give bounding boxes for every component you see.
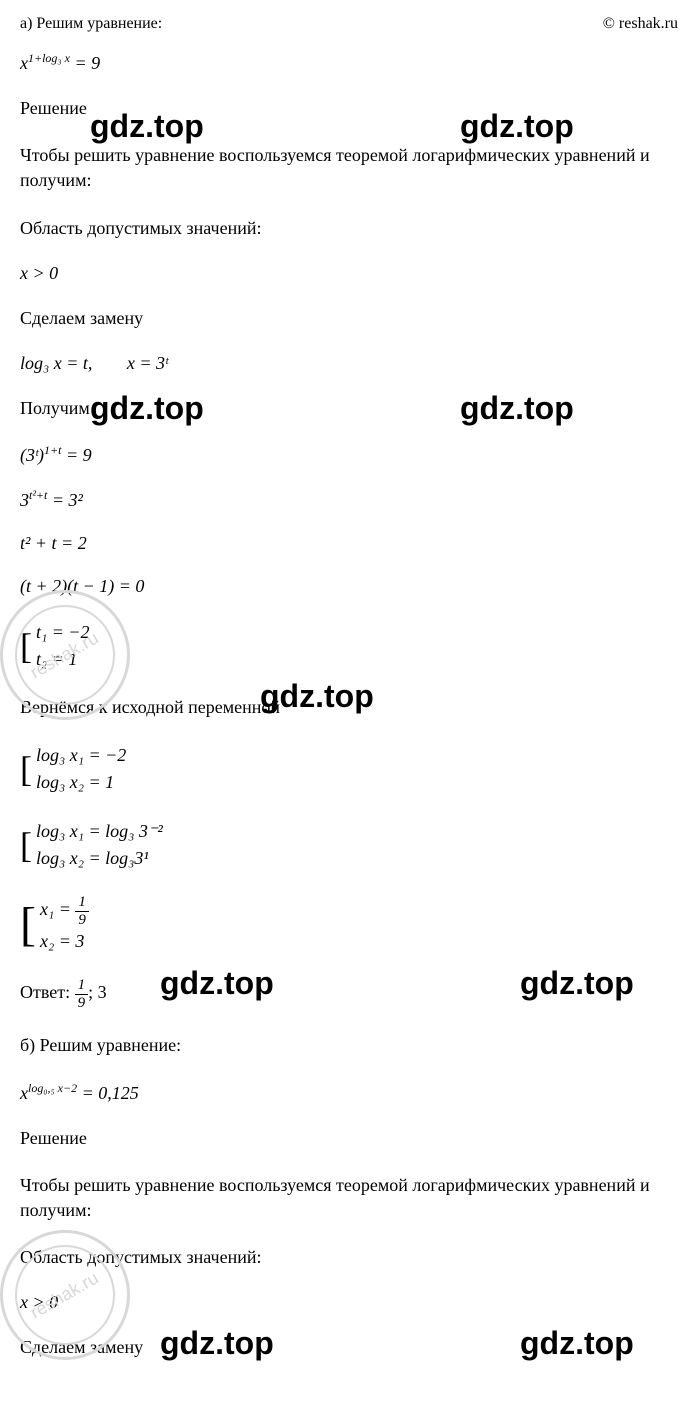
step1: (3ᵗ)1+t = 9	[20, 443, 678, 466]
domain-label-a: Область допустимых значений:	[20, 216, 678, 241]
bracket-icon: [	[20, 906, 36, 944]
answer-a: Ответ: 19; 3	[20, 977, 678, 1011]
bracket-icon: [	[20, 755, 32, 784]
problem-label-a: а) Решим уравнение:	[20, 15, 162, 33]
solution-label-b: Решение	[20, 1126, 678, 1151]
step3: t² + t = 2	[20, 533, 678, 554]
theorem-text-b: Чтобы решить уравнение воспользуемся тео…	[20, 1173, 678, 1223]
substitution-eq-a: log₃ x = t, x = 3ᵗ	[20, 353, 678, 374]
step4: (t + 2)(t − 1) = 0	[20, 576, 678, 597]
theorem-text-a: Чтобы решить уравнение воспользуемся тео…	[20, 143, 678, 193]
equation-b: xlog₀,₅ x−2 = 0,125	[20, 1081, 678, 1104]
copyright: © reshak.ru	[603, 15, 678, 33]
substitution-label-b: Сделаем замену	[20, 1335, 678, 1360]
domain-eq-a: x > 0	[20, 263, 678, 284]
x-solutions: [ x₁ = 19 x₂ = 3	[20, 894, 678, 955]
solution-label-a: Решение	[20, 96, 678, 121]
problem-label-b: б) Решим уравнение:	[20, 1033, 678, 1058]
substitution-label-a: Сделаем замену	[20, 306, 678, 331]
header-row: а) Решим уравнение: © reshak.ru	[20, 15, 678, 33]
bracket-icon: [	[20, 632, 32, 661]
step2: 3t²+t = 3²	[20, 488, 678, 511]
domain-eq-b: x > 0	[20, 1292, 678, 1313]
domain-label-b: Область допустимых значений:	[20, 1245, 678, 1270]
return-label: Вернёмся к исходной переменной	[20, 695, 678, 720]
log-solutions-1: [ log₃ x₁ = −2 log₃ x₂ = 1	[20, 742, 678, 796]
obtain-label: Получим	[20, 396, 678, 421]
t-solutions: [ t₁ = −2 t₂ = 1	[20, 619, 678, 673]
equation-a: x1+log₃ x = 9	[20, 51, 678, 74]
log-solutions-2: [ log₃ x₁ = log₃ 3⁻² log₃ x₂ = log₃3¹	[20, 818, 678, 872]
bracket-icon: [	[20, 831, 32, 860]
